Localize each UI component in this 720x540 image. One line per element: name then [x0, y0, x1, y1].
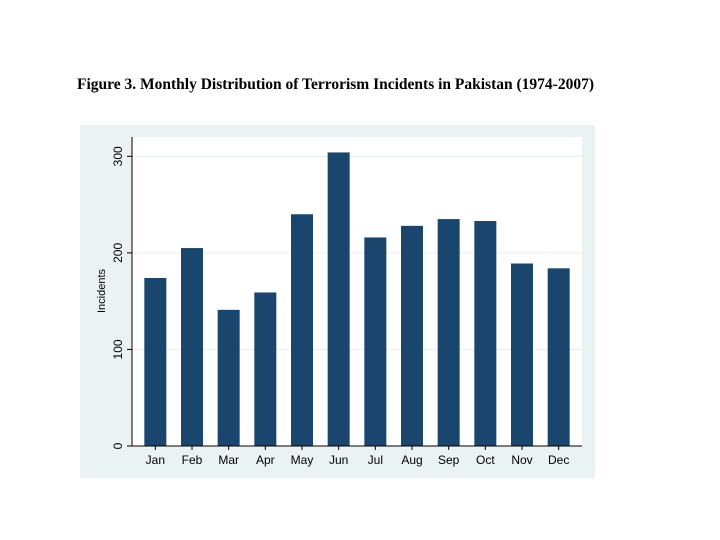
- bar-aug: [401, 225, 423, 446]
- y-axis-title: Incidents: [96, 268, 108, 313]
- x-tick-label-nov: Nov: [511, 453, 532, 467]
- x-tick-label-aug: Aug: [401, 453, 422, 467]
- bar-sep: [437, 219, 460, 446]
- y-tick-label: 300: [111, 146, 125, 166]
- y-tick-label: 200: [111, 243, 125, 263]
- bar-oct: [474, 221, 497, 446]
- x-tick-label-sep: Sep: [438, 453, 460, 467]
- bar-jan: [144, 277, 167, 446]
- x-tick-label-jun: Jun: [329, 453, 348, 467]
- bar-jul: [364, 237, 387, 446]
- x-tick-label-jul: Jul: [368, 453, 383, 467]
- tick-labels: 0 100 200 300 Jan Feb Mar Apr May Jun Jul Aug Sep Oct…: [111, 146, 569, 467]
- x-tick-label-jan: Jan: [146, 453, 165, 467]
- plot-area: [132, 137, 582, 446]
- x-tick-label-feb: Feb: [182, 453, 203, 467]
- bar-apr: [254, 292, 277, 446]
- figure-title: Figure 3. Monthly Distribution of Terror…: [77, 76, 594, 93]
- bar-feb: [181, 248, 203, 446]
- x-tick-label-mar: Mar: [218, 453, 239, 467]
- bar-jun: [327, 152, 350, 446]
- gridlines: [132, 155, 582, 350]
- chart-frame: 0 100 200 300 Jan Feb Mar Apr May Jun Jul Aug Sep Oct…: [80, 125, 595, 478]
- bar-mar: [217, 309, 240, 446]
- x-tick-label-may: May: [291, 453, 314, 467]
- bar-nov: [511, 263, 533, 446]
- bars: [144, 152, 570, 446]
- x-tick-label-dec: Dec: [548, 453, 569, 467]
- bar-may: [291, 214, 313, 446]
- x-tick-label-apr: Apr: [256, 453, 275, 467]
- bar-chart: 0 100 200 300 Jan Feb Mar Apr May Jun Jul Aug Sep Oct…: [96, 137, 582, 467]
- axes: [127, 137, 582, 450]
- bar-dec: [547, 268, 570, 446]
- x-tick-label-oct: Oct: [476, 453, 495, 467]
- y-tick-label: 100: [111, 339, 125, 359]
- y-tick-label: 0: [111, 442, 125, 449]
